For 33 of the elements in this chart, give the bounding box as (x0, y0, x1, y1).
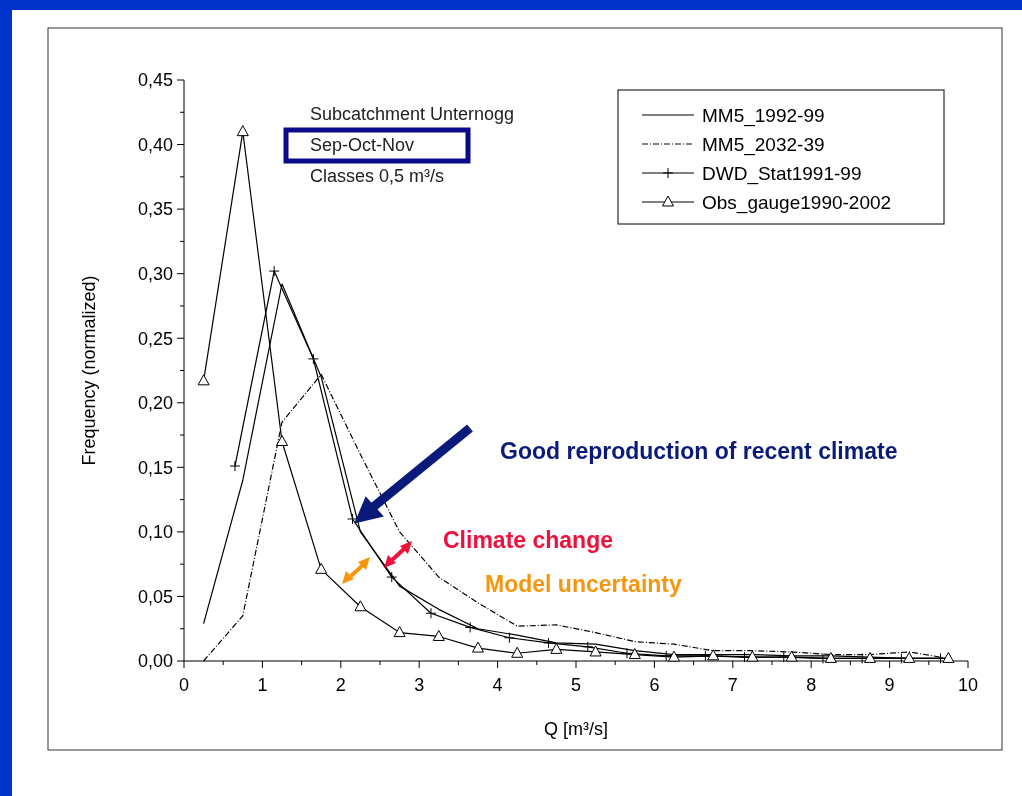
legend-label: MM5_2032-39 (702, 133, 825, 156)
annotation: Good reproduction of recent climate (500, 438, 898, 465)
annotation: Model uncertainty (485, 571, 683, 598)
x-tick-label: 2 (335, 675, 346, 695)
y-tick-label: 0,15 (137, 457, 173, 478)
x-tick-label: 3 (414, 675, 425, 695)
y-tick-label: 0,35 (137, 199, 173, 220)
x-tick-label: 10 (957, 675, 979, 695)
legend-label: DWD_Stat1991-99 (702, 162, 862, 185)
x-tick-label: 0 (178, 675, 190, 695)
x-tick-label: 9 (884, 675, 895, 695)
x-tick-label: 4 (492, 675, 503, 695)
y-tick-label: 0,25 (137, 328, 173, 349)
x-tick-label: 1 (257, 675, 268, 695)
x-tick-label: 7 (727, 675, 738, 695)
x-tick-label: 6 (649, 675, 660, 695)
y-tick-label: 0,20 (137, 393, 173, 414)
legend-label: Obs_gauge1990-2002 (702, 191, 892, 214)
y-tick-label: 0,30 (137, 263, 173, 284)
legend-label: MM5_1992-99 (702, 104, 825, 127)
y-tick-label: 0,05 (137, 586, 173, 607)
y-tick-label: 0,10 (137, 522, 173, 543)
annotation: Climate change (443, 527, 613, 554)
x-tick-label: 8 (806, 675, 817, 695)
y-axis-title: Frequency (normalized) (79, 275, 99, 466)
y-tick-label: 0,40 (137, 134, 173, 155)
annotation: Sep-Oct-Nov (310, 135, 415, 156)
annotation: Classes 0,5 m³/s (310, 166, 445, 187)
annotation: Subcatchment Unternogg (310, 104, 515, 125)
x-axis-title: Q [m³/s] (544, 719, 608, 739)
y-tick-label: 0,45 (137, 70, 173, 91)
x-tick-label: 5 (570, 675, 582, 695)
y-tick-label: 0,00 (137, 651, 173, 672)
